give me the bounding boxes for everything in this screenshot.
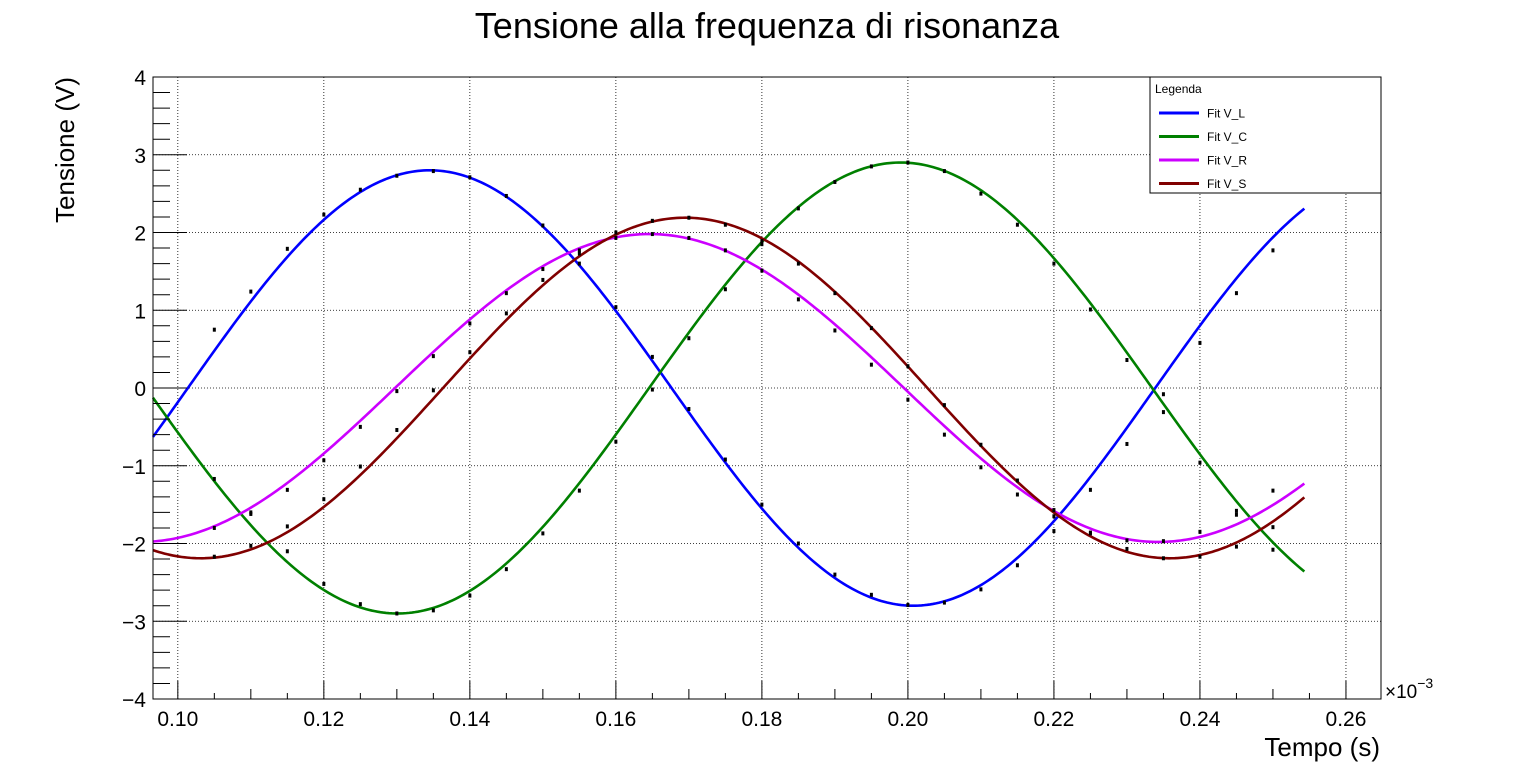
series-line-2: [152, 232, 1306, 544]
x-tick-label: 0.18: [741, 708, 782, 731]
y-axis-title: Tensione (V): [50, 77, 80, 223]
legend-label: Fit V_L: [1207, 107, 1245, 121]
x-tick-label: 0.22: [1033, 708, 1074, 731]
x-axis-title: Tempo (s): [1264, 732, 1380, 762]
y-axis: −4 −3 −2 −1 0 1 2 3 4: [122, 67, 187, 712]
legend: Legenda Fit V_L Fit V_C Fit V_R Fit V_S: [1149, 76, 1382, 194]
x-tick-label: 0.14: [449, 708, 490, 731]
legend-title: Legenda: [1155, 82, 1202, 96]
legend-label: Fit V_S: [1207, 177, 1246, 191]
y-tick-label: −4: [122, 689, 146, 712]
data-markers: [212, 160, 1275, 616]
y-tick-label: −1: [122, 456, 146, 479]
x-multiplier-base: ×10: [1385, 682, 1417, 703]
legend-entries: Fit V_L Fit V_C Fit V_R Fit V_S: [1159, 107, 1247, 191]
y-tick-label: 1: [134, 300, 146, 323]
legend-label: Fit V_C: [1207, 130, 1247, 144]
x-tick-label: 0.20: [887, 708, 928, 731]
y-tick-label: 0: [134, 378, 146, 401]
x-tick-label: 0.24: [1180, 708, 1221, 731]
y-tick-label: 4: [134, 67, 146, 90]
legend-label: Fit V_R: [1207, 154, 1247, 168]
x-tick-label: 0.16: [595, 708, 636, 731]
series-line-1: [151, 161, 1306, 615]
x-tick-label: 0.12: [303, 708, 344, 731]
series-line-3: [152, 216, 1306, 560]
x-axis: 0.10 0.12 0.14 0.16 0.18 0.20 0.22 0.24 0.26: [157, 681, 1366, 731]
y-tick-label: 3: [134, 145, 146, 168]
chart-title: Tensione alla frequenza di risonanza: [475, 5, 1060, 46]
x-multiplier-exponent: −3: [1417, 675, 1433, 691]
x-tick-label: 0.26: [1326, 708, 1367, 731]
fit-curves: [151, 161, 1306, 615]
x-multiplier: ×10−3: [1385, 675, 1433, 703]
series-line-0: [151, 168, 1306, 608]
y-tick-label: 2: [134, 223, 146, 246]
x-tick-label: 0.10: [157, 708, 198, 731]
y-tick-label: −2: [122, 534, 146, 557]
y-tick-label: −3: [122, 611, 146, 634]
